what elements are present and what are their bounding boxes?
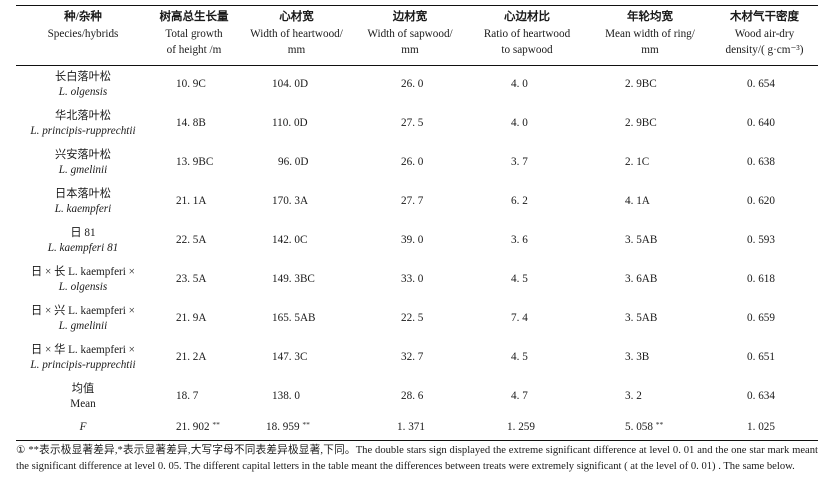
- heartwood-cell: 165. 5AB: [272, 312, 316, 325]
- data-table: 种/杂种 Species/hybrids 树高总生长量 Total growth of…: [16, 5, 818, 441]
- height-cell: 23. 5A: [176, 273, 207, 286]
- significance-mark: **: [302, 420, 310, 430]
- species-cell: 日 × 兴 L. kaempferi × L. gmelinii: [31, 304, 135, 333]
- heartwood-cell: 142. 0C: [272, 234, 308, 247]
- table-row: 华北落叶松 L. principis-rupprechtii 14. 8B 110…: [16, 105, 818, 144]
- sapwood-cell: 32. 7: [401, 351, 424, 364]
- species-cell: 日本落叶松 L. kaempferi: [54, 187, 112, 216]
- f-ratio-cell: 1. 259: [507, 421, 535, 434]
- ring-cell: 2. 9BC: [625, 78, 657, 91]
- species-cell: 兴安落叶松 L. gmelinii: [55, 148, 111, 177]
- density-cell: 0. 620: [747, 195, 775, 208]
- sapwood-cell: 26. 0: [401, 78, 424, 91]
- density-cell: 0. 651: [747, 351, 775, 364]
- species-cell: 长白落叶松 L. olgensis: [55, 70, 111, 99]
- ring-cell: 2. 9BC: [625, 117, 657, 130]
- ring-cell: 3. 5AB: [625, 312, 658, 325]
- ratio-cell: 3. 7: [511, 156, 528, 169]
- header-density: 木材气干密度 Wood air-dry density/( g·cm⁻³): [725, 11, 804, 56]
- f-statistic-row: F 21. 902 ** 18. 959 ** 1. 371 1. 259 5.…: [16, 417, 818, 440]
- height-cell: 18. 7: [176, 390, 199, 403]
- height-cell: 21. 1A: [176, 195, 207, 208]
- ratio-cell: 6. 2: [511, 195, 528, 208]
- heartwood-cell: 149. 3BC: [272, 273, 315, 286]
- footnote-marker: ①: [16, 444, 26, 456]
- significance-mark: **: [212, 420, 220, 430]
- ring-cell: 3. 2: [625, 390, 642, 403]
- header-heartwood: 心材宽 Width of heartwood/mm: [250, 11, 343, 56]
- ring-cell: 2. 1C: [625, 156, 650, 169]
- table-row: 长白落叶松 L. olgensis 10. 9C 104. 0D 26. 0 4.…: [16, 65, 818, 105]
- heartwood-cell: 110. 0D: [272, 117, 308, 130]
- species-cell: 华北落叶松 L. principis-rupprechtii: [30, 109, 136, 138]
- sapwood-cell: 39. 0: [401, 234, 424, 247]
- sapwood-cell: 26. 0: [401, 156, 424, 169]
- height-cell: 21. 2A: [176, 351, 207, 364]
- ratio-cell: 4. 0: [511, 78, 528, 91]
- f-label: F: [79, 421, 87, 434]
- table-row: 兴安落叶松 L. gmelinii 13. 9BC 96. 0D 26. 0 3.…: [16, 144, 818, 183]
- height-cell: 13. 9BC: [176, 156, 214, 169]
- ring-cell: 3. 5AB: [625, 234, 658, 247]
- header-ratio: 心边材比 Ratio of heartwood to sapwood: [483, 11, 571, 56]
- table-header: 种/杂种 Species/hybrids 树高总生长量 Total growth of…: [16, 5, 818, 65]
- ratio-cell: 3. 6: [511, 234, 528, 247]
- table-row: 日 81 L. kaempferi 81 22. 5A 142. 0C 39. 0…: [16, 222, 818, 261]
- f-ring-cell: 5. 058 **: [625, 420, 664, 434]
- table-footnote: ① **表示极显著差异,*表示显著差异,大写字母不同表差异极显著,下同。The …: [16, 443, 818, 475]
- f-heartwood-cell: 18. 959 **: [266, 420, 310, 434]
- ratio-cell: 4. 5: [511, 351, 528, 364]
- ring-cell: 4. 1A: [625, 195, 650, 208]
- heartwood-cell: 138. 0: [272, 390, 300, 403]
- header-sapwood: 边材宽 Width of sapwood/mm: [367, 11, 453, 56]
- sapwood-cell: 33. 0: [401, 273, 424, 286]
- density-cell: 0. 618: [747, 273, 775, 286]
- table-row: 日 × 兴 L. kaempferi × L. gmelinii 21. 9A 1…: [16, 300, 818, 339]
- header-ring: 年轮均宽 Mean width of ring/mm: [605, 11, 695, 56]
- table-row: 日 × 长 L. kaempferi × L. olgensis 23. 5A 1…: [16, 261, 818, 300]
- height-cell: 14. 8B: [176, 117, 206, 130]
- ring-cell: 3. 6AB: [625, 273, 658, 286]
- f-height-cell: 21. 902 **: [176, 420, 220, 434]
- table-body: 长白落叶松 L. olgensis 10. 9C 104. 0D 26. 0 4.…: [16, 65, 818, 440]
- sapwood-cell: 28. 6: [401, 390, 424, 403]
- density-cell: 0. 634: [747, 390, 775, 403]
- species-cell: 日 × 华 L. kaempferi × L. principis-rupprec…: [30, 343, 136, 372]
- sapwood-cell: 27. 7: [401, 195, 424, 208]
- ratio-cell: 4. 5: [511, 273, 528, 286]
- height-cell: 21. 9A: [176, 312, 207, 325]
- f-sapwood-cell: 1. 371: [397, 421, 425, 434]
- density-cell: 0. 640: [747, 117, 775, 130]
- mean-row: 均值 Mean 18. 7 138. 0 28. 6 4. 7 3. 2 0. 6…: [16, 378, 818, 417]
- table-row: 日本落叶松 L. kaempferi 21. 1A 170. 3A 27. 7 6…: [16, 183, 818, 222]
- ratio-cell: 4. 0: [511, 117, 528, 130]
- heartwood-cell: 147. 3C: [272, 351, 308, 364]
- density-cell: 0. 638: [747, 156, 775, 169]
- sapwood-cell: 27. 5: [401, 117, 424, 130]
- ring-cell: 3. 3B: [625, 351, 650, 364]
- header-height: 树高总生长量 Total growth of height /m: [159, 11, 229, 56]
- f-density-cell: 1. 025: [747, 421, 775, 434]
- heartwood-cell: 104. 0D: [272, 78, 309, 91]
- species-cell: 日 81 L. kaempferi 81: [47, 226, 119, 255]
- heartwood-cell: 170. 3A: [272, 195, 309, 208]
- density-cell: 0. 659: [747, 312, 775, 325]
- height-cell: 22. 5A: [176, 234, 207, 247]
- density-cell: 0. 593: [747, 234, 775, 247]
- footnote-text: **表示极显著差异,*表示显著差异,大写字母不同表差异极显著,下同。The do…: [16, 444, 818, 472]
- sapwood-cell: 22. 5: [401, 312, 424, 325]
- density-cell: 0. 654: [747, 78, 775, 91]
- table-row: 日 × 华 L. kaempferi × L. principis-rupprec…: [16, 339, 818, 378]
- heartwood-cell: 96. 0D: [278, 156, 309, 169]
- species-cell: 日 × 长 L. kaempferi × L. olgensis: [31, 265, 135, 294]
- header-species: 种/杂种 Species/hybrids: [47, 11, 119, 40]
- ratio-cell: 4. 7: [511, 390, 528, 403]
- species-cell: 均值 Mean: [70, 382, 96, 411]
- height-cell: 10. 9C: [176, 78, 206, 91]
- ratio-cell: 7. 4: [511, 312, 528, 325]
- significance-mark: **: [655, 420, 664, 430]
